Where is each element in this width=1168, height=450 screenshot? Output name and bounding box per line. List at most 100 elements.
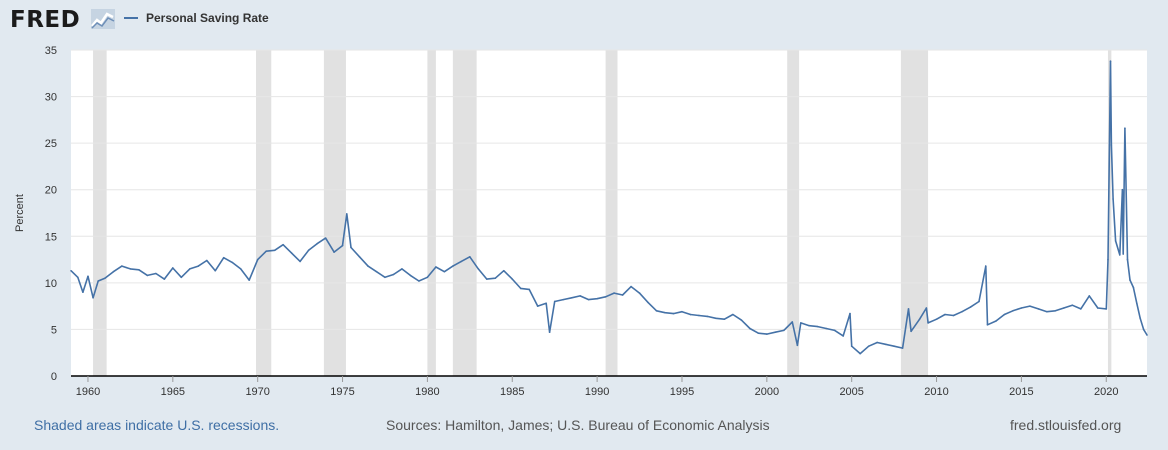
recession-band [255,50,272,376]
data-point [1037,308,1040,310]
data-point [324,237,327,239]
data-point [995,320,997,322]
data-point [443,270,446,273]
data-point [104,277,106,279]
data-point [723,318,726,320]
data-point [986,323,989,326]
data-point [672,312,675,315]
data-point [918,318,921,320]
recession-band [1107,50,1112,376]
data-point [87,275,89,278]
data-point [944,313,946,316]
data-point [884,343,887,346]
data-point [833,329,836,332]
data-point [548,331,551,334]
data-point [587,298,590,301]
x-tick-label: 1980 [415,386,439,398]
data-point [850,345,853,347]
data-point [231,261,234,264]
data-point [613,292,615,294]
data-point [562,298,564,301]
data-point [92,296,94,299]
data-point [528,288,531,291]
data-point [842,335,845,337]
chart-legend[interactable]: Personal Saving Rate [124,8,269,28]
data-point [1142,328,1145,331]
data-point [248,279,251,281]
data-point [1114,240,1117,242]
data-point [1096,307,1099,309]
data-point [265,250,267,252]
data-point [392,273,395,276]
data-point [766,333,768,335]
x-tick-label: 1965 [161,386,185,398]
data-point [553,300,556,303]
data-point [984,265,987,267]
data-point [460,260,463,263]
y-tick-label: 20 [45,185,57,197]
data-point [222,256,225,259]
data-point [121,265,123,267]
data-point [859,352,861,355]
data-point [876,341,878,344]
data-point [910,330,912,333]
data-point [570,296,573,299]
data-point [282,243,284,246]
data-point [197,265,200,267]
data-point [1136,302,1138,305]
series-layer [70,60,1148,355]
data-point [935,318,938,320]
data-point [1109,60,1112,62]
data-point [511,278,514,280]
data-point [316,242,318,245]
x-tick-label: 1960 [76,386,100,398]
data-point [783,329,785,332]
x-tick-label: 2000 [755,386,779,398]
y-tick-label: 25 [45,138,57,150]
data-point [1105,308,1108,310]
gridlines [71,49,1147,330]
data-point [796,344,799,347]
data-point [112,270,115,273]
data-point [689,313,692,316]
data-point [978,300,980,303]
data-point [239,268,242,270]
data-point [849,312,851,315]
data-point [630,285,632,288]
data-point [638,292,641,294]
y-tick-label: 0 [51,371,57,383]
y-tick-label: 35 [45,45,57,57]
data-point [749,327,751,330]
data-point [367,265,369,267]
data-point [163,278,166,280]
x-tick-label: 1995 [670,386,694,398]
data-point [502,269,505,272]
data-point [681,310,683,313]
sources-text: Sources: Hamilton, James; U.S. Bureau of… [386,417,770,433]
x-tick-label: 2010 [924,386,948,398]
data-point [214,269,217,272]
site-link[interactable]: fred.stlouisfed.org [1010,417,1122,433]
data-point [299,260,301,263]
data-point [1122,253,1125,255]
data-point [97,280,99,282]
data-point [1071,304,1074,307]
recession-note-link[interactable]: Shaded areas indicate U.S. recessions. [34,417,280,433]
data-point [1139,317,1142,320]
data-point [664,311,666,314]
recession-band [452,50,477,376]
fred-logo[interactable]: FRED [10,7,81,33]
data-point [867,345,870,347]
data-point [290,252,293,254]
recession-band [427,50,436,376]
data-point [969,306,972,308]
recession-band [900,50,929,376]
data-point [1046,310,1048,313]
data-point [579,295,581,297]
x-tick-label: 2005 [839,386,863,398]
data-point [180,276,183,279]
data-point [452,265,454,267]
data-point [596,297,598,300]
data-point [486,278,488,280]
data-point [604,296,607,298]
